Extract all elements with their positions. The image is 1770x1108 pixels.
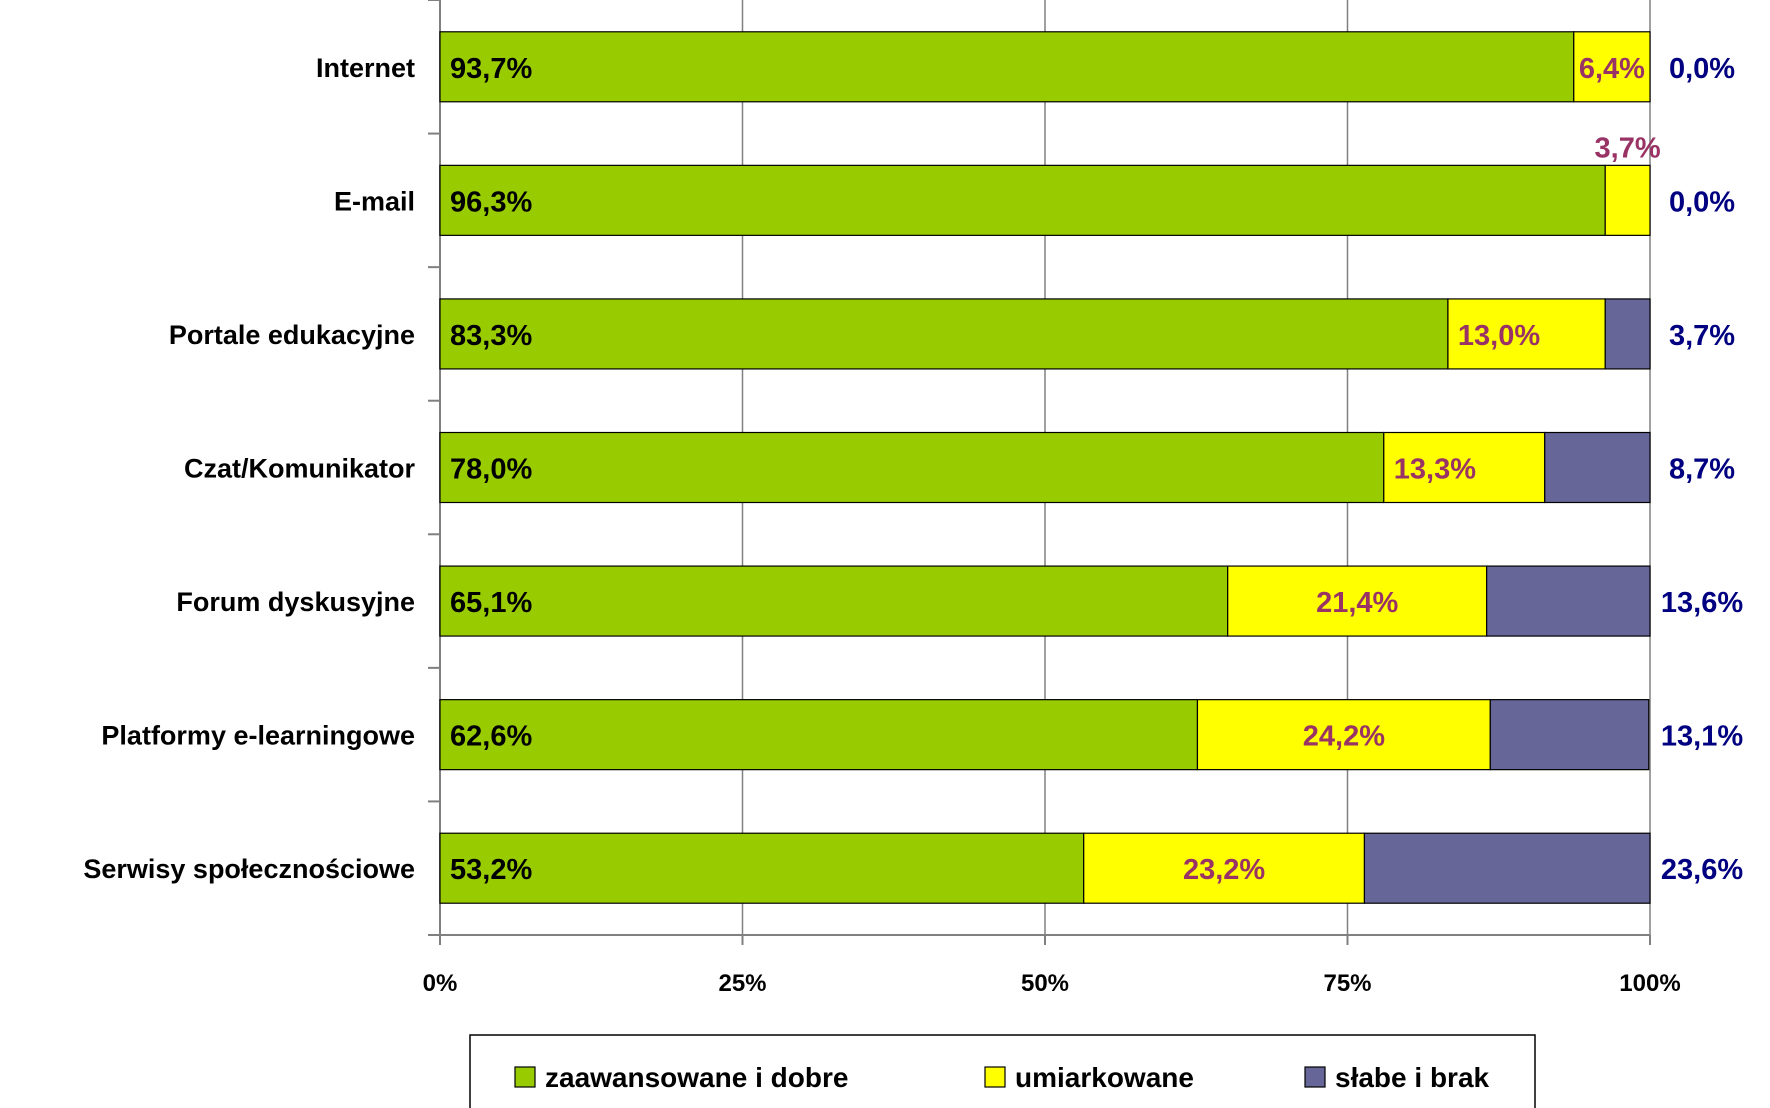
legend-swatch-zaawansowane-i-dobre — [514, 1066, 536, 1088]
data-label-umiarkowane-portale-edukacyjne: 13,0% — [1458, 320, 1540, 352]
bar-umiarkowane-internet — [1573, 31, 1651, 103]
bar-zaawansowane-i-dobre-czat-komunikator — [439, 431, 1385, 504]
bar-zaawansowane-i-dobre-internet — [439, 31, 1575, 103]
category-label-e-mail: E-mail — [334, 186, 415, 216]
legend-swatch-slabe-i-brak — [1304, 1066, 1326, 1088]
data-label-zaawansowane-i-dobre-czat-komunikator: 78,0% — [450, 454, 532, 486]
legend-label-slabe-i-brak: słabe i brak — [1335, 1062, 1490, 1093]
legend-label-umiarkowane: umiarkowane — [1015, 1062, 1194, 1093]
category-labels: Internet E-mail Portale edukacyjne Czat/Kom… — [83, 53, 415, 884]
bars — [439, 31, 1651, 904]
x-tick-label: 100% — [1619, 970, 1680, 997]
data-label-zaawansowane-i-dobre-portale-edukacyjne: 83,3% — [450, 320, 532, 352]
category-label-czat-komunikator: Czat/Komunikator — [184, 454, 416, 484]
bar-slabe-i-brak-platformy-e-learningowe — [1489, 699, 1650, 771]
data-label-slabe-i-brak-czat-komunikator: 8,7% — [1669, 454, 1735, 486]
category-label-forum-dyskusyjne: Forum dyskusyjne — [176, 587, 415, 617]
bar-umiarkowane-e-mail — [1604, 164, 1651, 236]
data-label-slabe-i-brak-portale-edukacyjne: 3,7% — [1669, 320, 1735, 352]
bar-slabe-i-brak-forum-dyskusyjne — [1486, 565, 1651, 637]
category-label-serwisy-spolecznosciowe: Serwisy społecznościowe — [83, 854, 415, 884]
data-label-zaawansowane-i-dobre-platformy-e-learningowe: 62,6% — [450, 721, 532, 753]
bar-umiarkowane-forum-dyskusyjne — [1227, 565, 1488, 637]
bar-zaawansowane-i-dobre-serwisy-spolecznosciowe — [439, 832, 1085, 904]
data-label-umiarkowane-internet: 6,4% — [1579, 53, 1645, 85]
bar-slabe-i-brak-czat-komunikator — [1544, 431, 1651, 504]
x-tick-labels: 0% 25% 50% 75% 100% — [423, 970, 1681, 997]
bar-umiarkowane-serwisy-spolecznosciowe — [1083, 832, 1366, 904]
data-label-slabe-i-brak-platformy-e-learningowe: 13,1% — [1661, 721, 1743, 753]
data-label-slabe-i-brak-internet: 0,0% — [1669, 53, 1735, 85]
x-tick-label: 50% — [1021, 970, 1069, 997]
category-label-internet: Internet — [316, 53, 415, 83]
data-label-zaawansowane-i-dobre-internet: 93,7% — [450, 53, 532, 85]
data-label-umiarkowane-forum-dyskusyjne: 21,4% — [1316, 587, 1398, 619]
data-label-zaawansowane-i-dobre-forum-dyskusyjne: 65,1% — [450, 587, 532, 619]
data-label-umiarkowane-czat-komunikator: 13,3% — [1394, 454, 1476, 486]
data-label-umiarkowane-platformy-e-learningowe: 24,2% — [1303, 721, 1385, 753]
bar-umiarkowane-portale-edukacyjne — [1447, 298, 1606, 370]
data-label-zaawansowane-i-dobre-e-mail: 96,3% — [450, 186, 532, 218]
x-tick-label: 25% — [718, 970, 766, 997]
data-label-slabe-i-brak-e-mail: 0,0% — [1669, 186, 1735, 218]
data-labels: 93,7% 6,4% 0,0%96,3%3,7%0,0%83,3% 13,0% 3,7%… — [450, 53, 1743, 886]
bar-slabe-i-brak-serwisy-spolecznosciowe — [1363, 832, 1651, 904]
data-label-zaawansowane-i-dobre-serwisy-spolecznosciowe: 53,2% — [450, 854, 532, 886]
bar-zaawansowane-i-dobre-portale-edukacyjne — [439, 298, 1449, 370]
data-label-umiarkowane-serwisy-spolecznosciowe: 23,2% — [1183, 854, 1265, 886]
data-label-umiarkowane-e-mail: 3,7% — [1595, 132, 1661, 164]
data-label-slabe-i-brak-forum-dyskusyjne: 13,6% — [1661, 587, 1743, 619]
bar-zaawansowane-i-dobre-forum-dyskusyjne — [439, 565, 1229, 637]
bar-slabe-i-brak-portale-edukacyjne — [1604, 298, 1651, 370]
bar-zaawansowane-i-dobre-platformy-e-learningowe — [439, 699, 1199, 771]
legend: zaawansowane i dobre umiarkowane słabe i b… — [469, 1034, 1536, 1108]
data-label-slabe-i-brak-serwisy-spolecznosciowe: 23,6% — [1661, 854, 1743, 886]
x-tick-label: 0% — [423, 970, 458, 997]
bar-zaawansowane-i-dobre-e-mail — [439, 164, 1606, 236]
bar-umiarkowane-platformy-e-learningowe — [1196, 699, 1491, 771]
legend-label-zaawansowane-i-dobre: zaawansowane i dobre — [545, 1062, 848, 1093]
category-label-platformy-e-learningowe: Platformy e-learningowe — [101, 721, 415, 751]
category-label-portale-edukacyjne: Portale edukacyjne — [169, 320, 415, 350]
legend-swatch-umiarkowane — [984, 1066, 1006, 1088]
x-tick-label: 75% — [1323, 970, 1371, 997]
